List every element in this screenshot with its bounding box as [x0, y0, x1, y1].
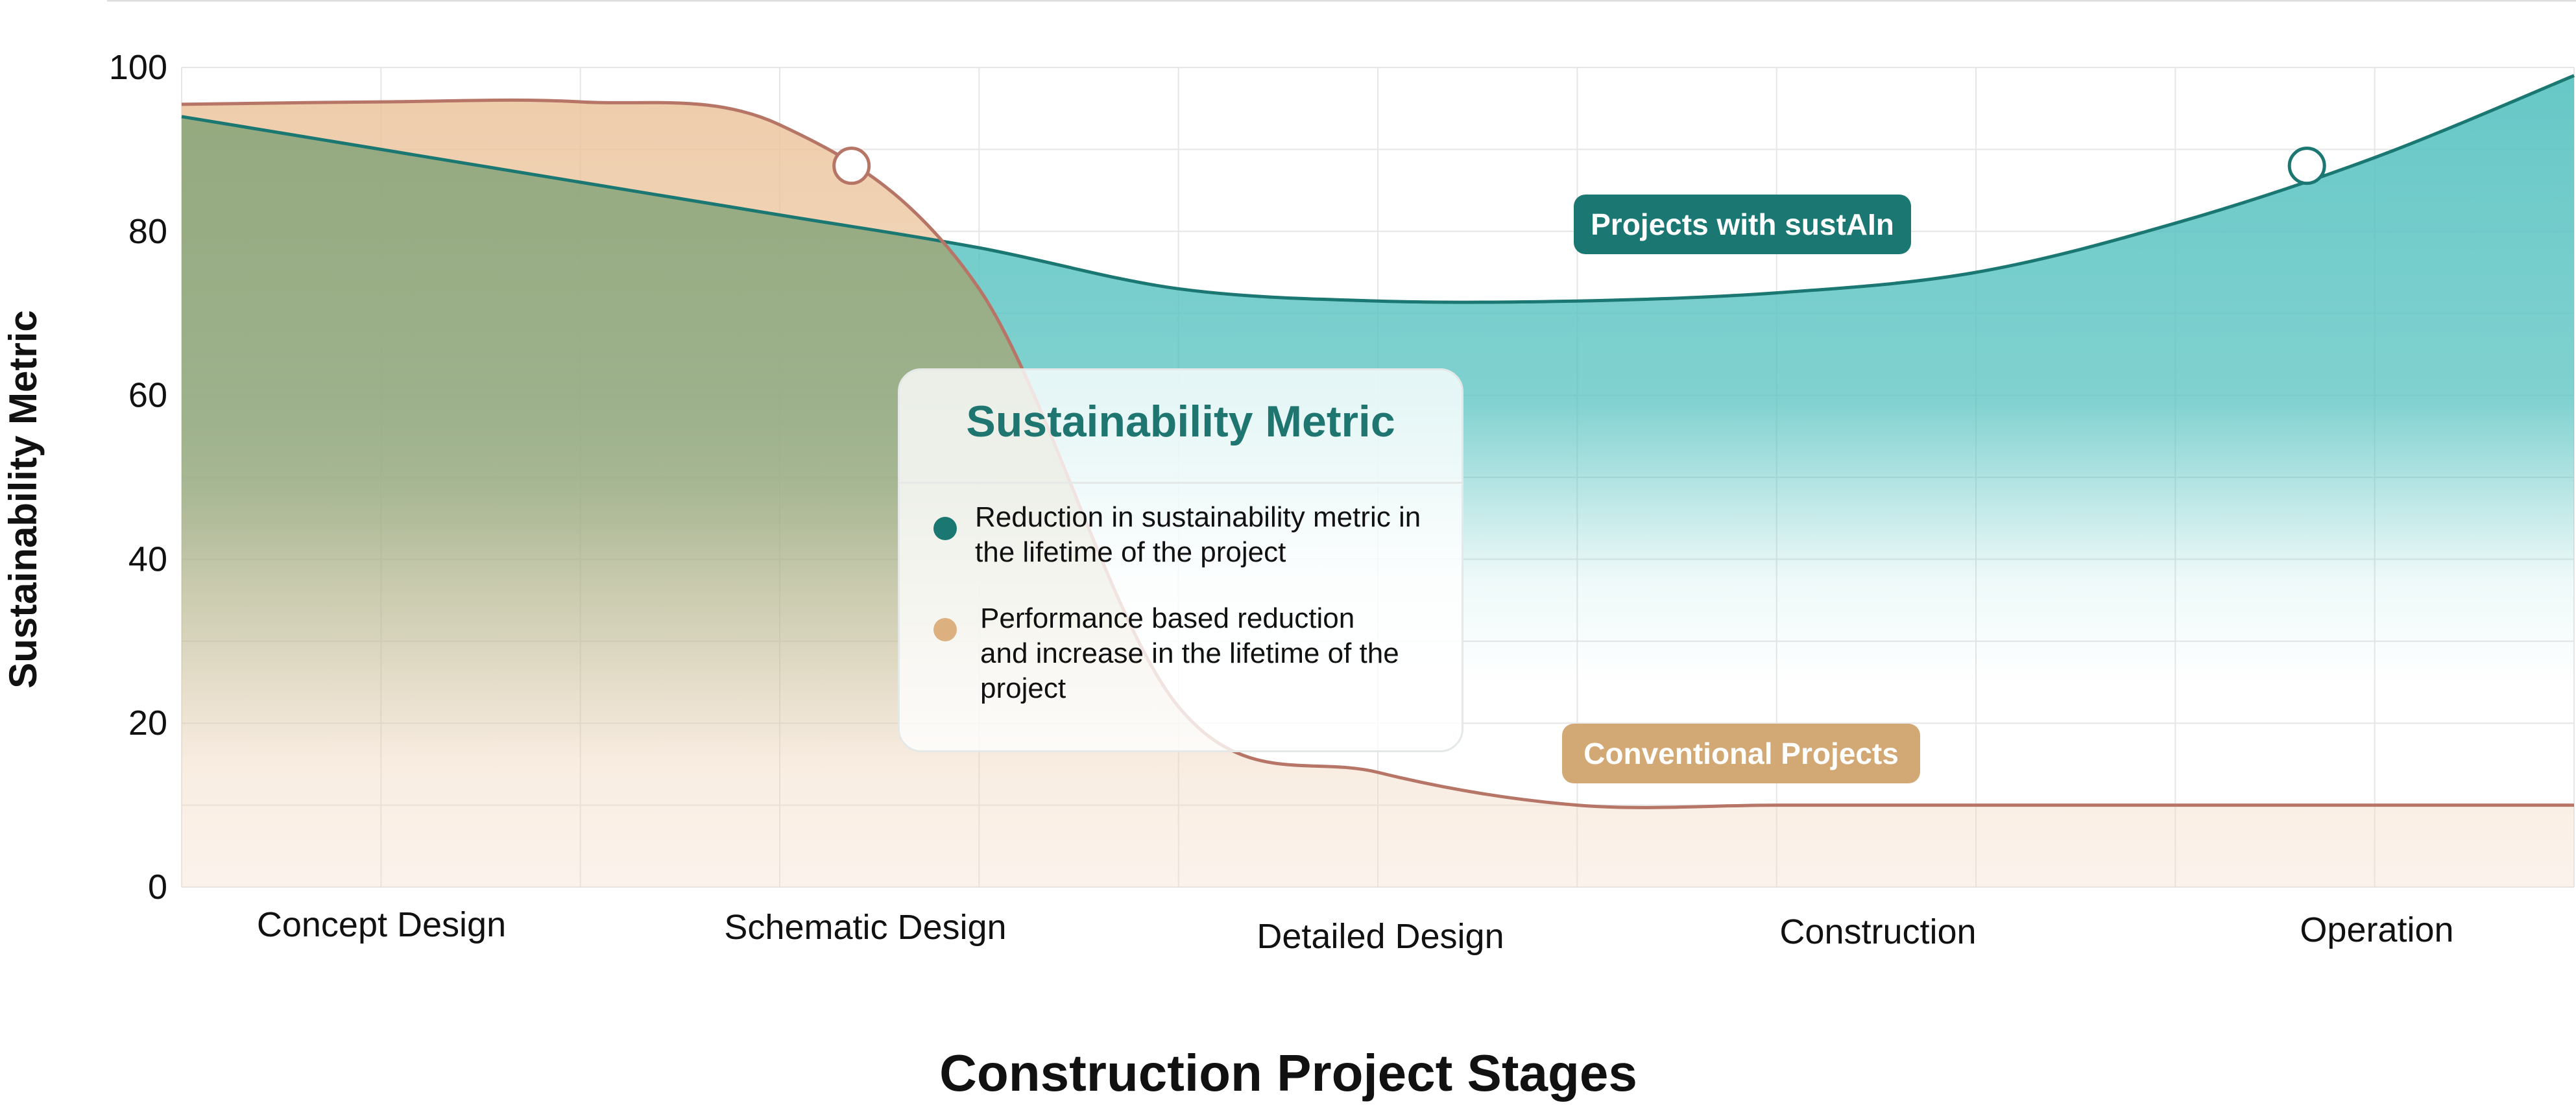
line-conventional-projects — [181, 98, 2574, 809]
y-tick-label: 60 — [128, 376, 167, 415]
annotation-projects-with-sustain: Projects with sustAIn — [1574, 195, 1911, 254]
x-axis-label: Construction Project Stages — [939, 1044, 1637, 1102]
legend-item-label: Reduction in sustainability metric in th… — [975, 501, 1421, 568]
y-tick-label: 40 — [128, 540, 167, 578]
data-point-marker — [832, 147, 871, 185]
legend-dot-icon — [933, 618, 957, 641]
y-tick-label: 20 — [128, 704, 167, 743]
legend-title: Sustainability Metric — [966, 397, 1395, 446]
legend-item-label: Performance based reduction and increase… — [980, 602, 1399, 704]
legend-divider — [900, 482, 1462, 484]
x-tick-label: Schematic Design — [724, 908, 1006, 947]
legend-box: Sustainability Metric Reduction in susta… — [898, 368, 1463, 752]
y-tick-label: 100 — [109, 48, 167, 87]
x-tick-label: Detailed Design — [1257, 917, 1504, 956]
annotation-conventional-projects: Conventional Projects — [1562, 724, 1920, 783]
y-axis-label: Sustainability Metric — [1, 310, 45, 688]
chart-markers — [832, 147, 2326, 185]
line-projects-with-sustain — [181, 74, 2575, 304]
y-tick-label: 80 — [128, 212, 167, 251]
x-tick-label: Operation — [2300, 910, 2453, 949]
chart-lines — [181, 74, 2575, 809]
data-point-marker — [2287, 147, 2326, 185]
x-tick-label: Concept Design — [257, 905, 506, 944]
x-tick-label: Construction — [1779, 912, 1976, 951]
y-axis-ticks: 0 20 40 60 80 100 — [109, 48, 167, 907]
legend-dot-icon — [933, 517, 957, 540]
y-tick-label: 0 — [148, 868, 167, 907]
x-axis-ticks: Concept Design Schematic Design Detailed D… — [257, 905, 2454, 956]
